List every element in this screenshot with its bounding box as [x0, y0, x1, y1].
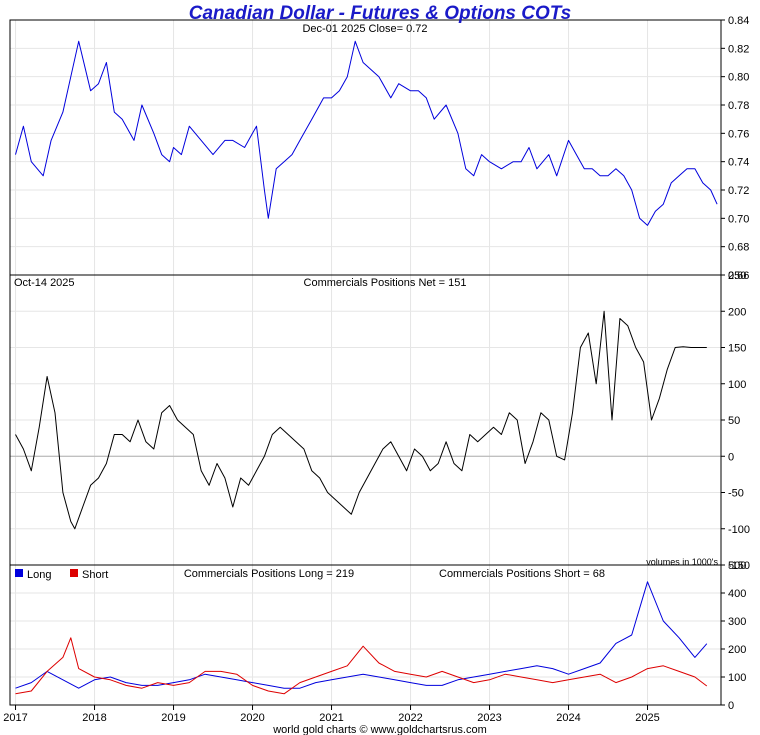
legend-short-label: Short — [82, 569, 108, 581]
x-axis: 2017 2018 2019 2020 2021 2022 2023 2024 2025 — [3, 705, 660, 724]
net-title: Commercials Positions Net = 151 — [304, 277, 467, 289]
y-tick-label: 0.70 — [728, 213, 749, 225]
series-line-p0 — [15, 40, 718, 226]
panel-0: 0.84 0.82 0.80 0.78 0.76 0.74 0.72 0.70 0.68 0.66 — [9, 15, 749, 282]
y-tick-label: 250 — [728, 270, 746, 282]
y-tick-label: 0.74 — [728, 157, 749, 169]
legend-short-swatch — [70, 569, 78, 577]
series-line-long — [15, 581, 708, 689]
panel-background — [10, 20, 721, 275]
x-tick-label: 2024 — [556, 712, 580, 724]
y-tick-label: 300 — [728, 616, 746, 628]
x-tick-label: 2019 — [161, 712, 185, 724]
x-tick-label: 2022 — [398, 712, 422, 724]
y-tick-label: 0.66 — [728, 270, 749, 282]
y-tick-label: 400 — [728, 588, 746, 600]
x-tick-label: 2018 — [82, 712, 106, 724]
volume-note: volumes in 1000's — [646, 557, 718, 567]
price-annotation: Dec-01 2025 Close= 0.72 — [302, 23, 427, 35]
y-tick-label: 100 — [728, 379, 746, 391]
x-tick-label: 2025 — [635, 712, 659, 724]
x-tick-label: 2023 — [477, 712, 501, 724]
chart-title: Canadian Dollar - Futures & Options COTs — [189, 3, 572, 24]
legend-long-swatch — [15, 569, 23, 577]
y-tick-label: 200 — [728, 306, 746, 318]
footer-credit: world gold charts © www.goldchartsrus.co… — [272, 724, 487, 735]
y-tick-label: 500 — [728, 560, 746, 572]
panel-frame — [9, 564, 722, 706]
y-tick-label: 50 — [728, 415, 740, 427]
net-date-label: Oct-14 2025 — [14, 277, 75, 289]
series-line-short — [15, 637, 708, 695]
x-tick-label: 2017 — [3, 712, 27, 724]
y-tick-label: 0 — [728, 451, 734, 463]
y-tick-label: -50 — [728, 488, 744, 500]
short-positions-title: Commercials Positions Short = 68 — [439, 568, 605, 580]
long-positions-title: Commercials Positions Long = 219 — [184, 568, 354, 580]
y-tick-label: 100 — [728, 672, 746, 684]
legend-long-label: Long — [27, 569, 51, 581]
x-tick-label: 2021 — [319, 712, 343, 724]
y-tick-label: -100 — [728, 524, 750, 536]
y-tick-label: 0.80 — [728, 72, 749, 84]
y-tick-label: 0.72 — [728, 185, 749, 197]
y-tick-label: 0.78 — [728, 100, 749, 112]
y-tick-label: 200 — [728, 644, 746, 656]
y-tick-label: 0.84 — [728, 15, 749, 27]
x-tick-label: 2020 — [240, 712, 264, 724]
y-tick-label: 0 — [728, 700, 734, 712]
y-tick-label: 0.82 — [728, 43, 749, 55]
panel-background — [10, 565, 721, 705]
y-tick-label: 150 — [728, 343, 746, 355]
y-tick-label: 0.68 — [728, 242, 749, 254]
y-tick-label: -150 — [728, 560, 750, 572]
y-tick-label: 0.76 — [728, 128, 749, 140]
series-line-p1 — [15, 310, 707, 530]
panel-2: 500 400 300 200 100 0 — [9, 560, 746, 712]
